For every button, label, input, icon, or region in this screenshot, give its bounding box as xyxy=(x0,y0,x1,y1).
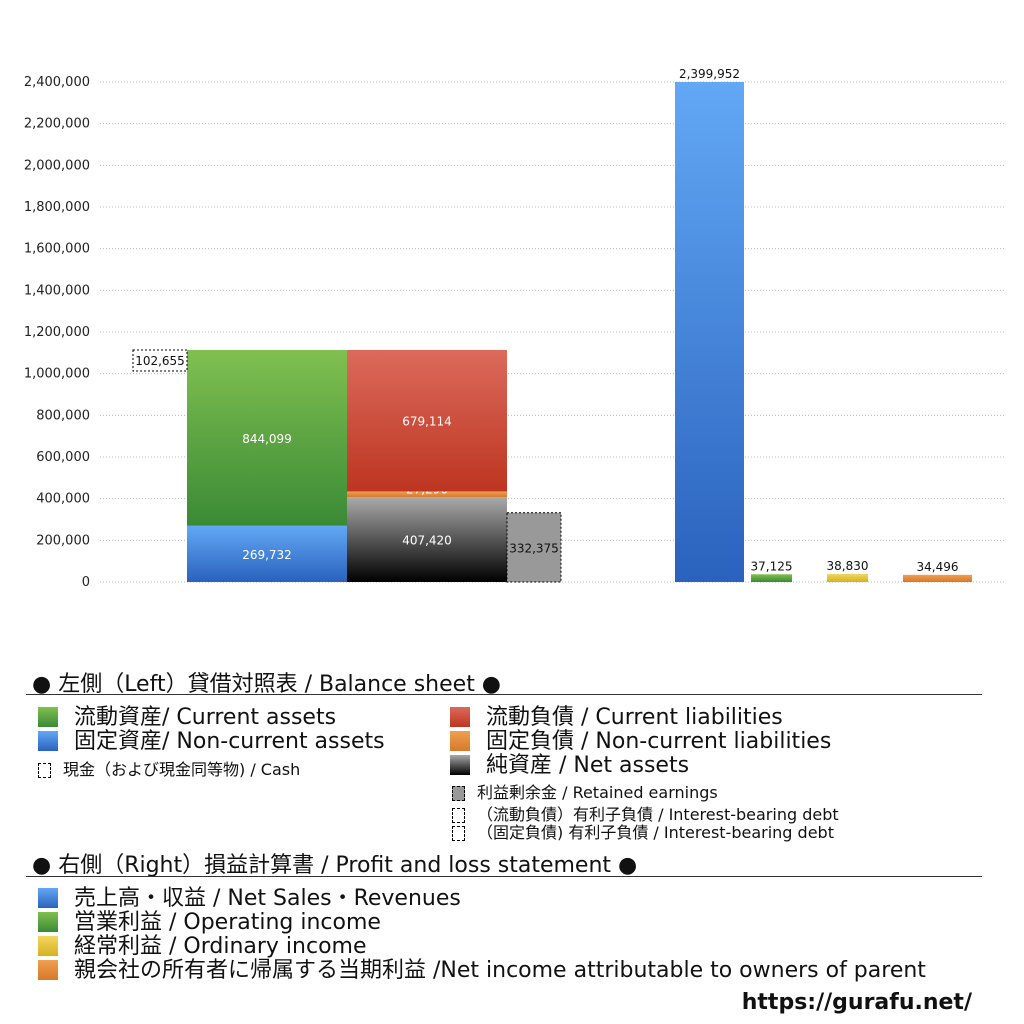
y-tick-label: 1,200,000 xyxy=(24,325,90,340)
legend-noncurrent-assets: 固定資産/ Non-current assets xyxy=(38,730,385,754)
legend-label: （流動負債）有利子負債 / Interest-bearing debt xyxy=(477,805,839,824)
legend-label: 経常利益 / Ordinary income xyxy=(74,934,367,959)
y-tick-label: 200,000 xyxy=(36,533,90,548)
divider xyxy=(26,694,982,695)
legend-label: 固定資産/ Non-current assets xyxy=(74,729,385,754)
legend-retained: 利益剰余金 / Retained earnings xyxy=(452,784,718,802)
y-tick-label: 1,400,000 xyxy=(24,283,90,298)
swatch-icon xyxy=(452,786,465,801)
legend-noncurrent-liabilities: 固定負債 / Non-current liabilities xyxy=(450,730,831,754)
swatch-icon xyxy=(450,755,470,775)
y-tick-label: 1,800,000 xyxy=(24,200,90,215)
bar-pl-0 xyxy=(675,82,744,582)
legend-net-income: 親会社の所有者に帰属する当期利益 /Net income attributabl… xyxy=(38,959,926,983)
divider xyxy=(26,876,982,877)
bar-pl-label: 38,830 xyxy=(827,559,869,573)
cash-label: 102,655 xyxy=(135,354,185,368)
bar-current-liabilities xyxy=(347,349,507,492)
legend-label: 現金（および現金同等物) / Cash xyxy=(63,760,301,779)
bar-pl-1 xyxy=(751,574,792,582)
legend-label: 流動負債 / Current liabilities xyxy=(486,705,783,730)
legend-label: 固定負債 / Non-current liabilities xyxy=(486,729,832,754)
legend-label: 利益剰余金 / Retained earnings xyxy=(477,783,718,802)
legend-label: 純資産 / Net assets xyxy=(486,753,690,778)
swatch-icon xyxy=(38,960,58,980)
bar-net-assets xyxy=(347,497,507,582)
swatch-icon xyxy=(38,731,58,751)
bar-current-assets xyxy=(187,349,347,526)
cash-box xyxy=(132,349,188,372)
swatch-icon xyxy=(452,826,465,841)
legend-debt-current: （流動負債）有利子負債 / Interest-bearing debt xyxy=(452,806,839,824)
y-tick-label: 2,000,000 xyxy=(24,158,90,173)
bar-retained-earnings xyxy=(506,512,562,583)
y-tick-label: 600,000 xyxy=(36,450,90,465)
bar-noncurrent-assets xyxy=(187,525,347,582)
site-url[interactable]: https://gurafu.net/ xyxy=(741,990,972,1015)
y-tick-label: 2,400,000 xyxy=(24,75,90,90)
bar-retained-earnings-label: 332,375 xyxy=(509,541,559,555)
swatch-icon xyxy=(38,936,58,956)
legend-left-title: ● 左側（Left）貸借対照表 / Balance sheet ● xyxy=(32,672,502,697)
y-tick-label: 800,000 xyxy=(36,408,90,423)
bar-pl-2 xyxy=(827,573,868,582)
swatch-icon xyxy=(38,912,58,932)
bar-net-assets-label: 407,420 xyxy=(402,534,452,548)
y-tick-label: 1,600,000 xyxy=(24,242,90,257)
swatch-icon xyxy=(450,731,470,751)
legend-right-title: ● 右側（Right）損益計算書 / Profit and loss state… xyxy=(32,853,638,878)
y-tick-label: 400,000 xyxy=(36,492,90,507)
bar-pl-label: 34,496 xyxy=(917,560,959,574)
legend-label: 営業利益 / Operating income xyxy=(74,910,381,935)
bar-current-assets-label: 844,099 xyxy=(242,432,292,446)
y-tick-label: 2,200,000 xyxy=(24,117,90,132)
swatch-icon xyxy=(452,808,465,823)
legend-current-assets: 流動資産/ Current assets xyxy=(38,706,336,730)
legend-operating: 営業利益 / Operating income xyxy=(38,911,381,935)
swatch-icon xyxy=(38,888,58,908)
legend-label: 親会社の所有者に帰属する当期利益 /Net income attributabl… xyxy=(74,958,926,983)
legend-debt-noncurrent: （固定負債) 有利子負債 / Interest-bearing debt xyxy=(452,824,834,842)
legend-cash: 現金（および現金同等物) / Cash xyxy=(38,761,300,779)
legend-label: 流動資産/ Current assets xyxy=(74,705,337,730)
legend-ordinary: 経常利益 / Ordinary income xyxy=(38,935,367,959)
legend-label: （固定負債) 有利子負債 / Interest-bearing debt xyxy=(477,823,834,842)
swatch-icon xyxy=(38,707,58,727)
bar-current-liabilities-label: 679,114 xyxy=(402,415,452,429)
legend-net-assets: 純資産 / Net assets xyxy=(450,754,689,778)
bar-noncurrent-assets-label: 269,732 xyxy=(242,548,292,562)
legend-current-liabilities: 流動負債 / Current liabilities xyxy=(450,706,783,730)
bar-pl-label: 37,125 xyxy=(751,559,793,573)
y-tick-label: 0 xyxy=(82,575,90,590)
y-tick-label: 1,000,000 xyxy=(24,367,90,382)
legend-sales: 売上高・収益 / Net Sales・Revenues xyxy=(38,887,461,911)
swatch-icon xyxy=(450,707,470,727)
chart: 0 200,000 400,000 600,000 800,000 1,000,000 1,… xyxy=(24,67,1005,590)
bar-pl-3 xyxy=(903,574,972,582)
bar-noncurrent-liabilities xyxy=(347,491,507,498)
legend-label: 売上高・収益 / Net Sales・Revenues xyxy=(74,886,461,911)
bar-pl-label: 2,399,952 xyxy=(679,67,740,81)
swatch-icon xyxy=(38,763,51,778)
